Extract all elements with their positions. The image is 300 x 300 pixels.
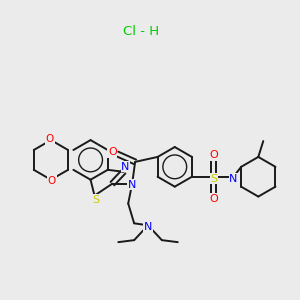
Text: O: O bbox=[209, 150, 218, 160]
Text: O: O bbox=[108, 147, 117, 157]
Text: O: O bbox=[48, 176, 56, 186]
Text: O: O bbox=[209, 194, 218, 203]
Text: S: S bbox=[210, 174, 217, 184]
Text: O: O bbox=[46, 134, 54, 144]
Text: N: N bbox=[230, 174, 238, 184]
Text: N: N bbox=[144, 222, 152, 232]
Text: N: N bbox=[122, 162, 130, 172]
Text: N: N bbox=[128, 180, 136, 190]
Text: S: S bbox=[92, 194, 99, 205]
Text: Cl - H: Cl - H bbox=[123, 25, 159, 38]
